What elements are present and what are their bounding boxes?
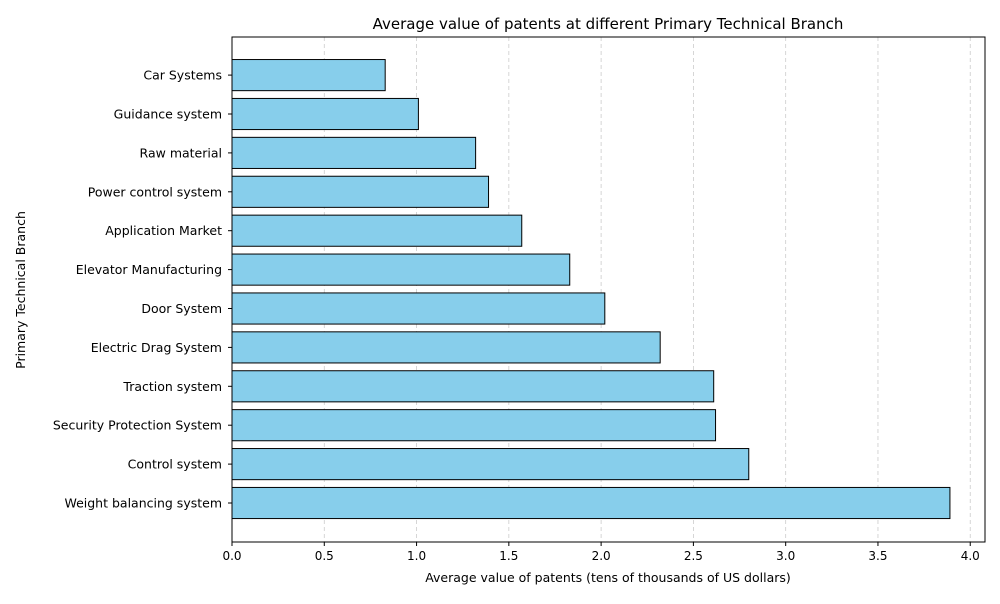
y-tick-label: Weight balancing system — [64, 496, 222, 511]
x-tick-label: 1.5 — [499, 549, 518, 563]
bar — [231, 136, 477, 169]
y-tick-label: Electric Drag System — [91, 340, 222, 355]
y-tick-label: Security Protection System — [53, 418, 222, 433]
x-tick-label: 3.0 — [776, 549, 795, 563]
bar — [231, 448, 750, 481]
x-tick-label: 1.0 — [407, 549, 426, 563]
x-tick-label: 2.0 — [592, 549, 611, 563]
y-tick-label: Power control system — [88, 184, 222, 199]
bar — [231, 253, 571, 286]
x-tick-label: 2.5 — [684, 549, 703, 563]
y-axis: Car Systems Guidance system Raw material Po… — [53, 68, 232, 511]
bar — [231, 331, 661, 364]
bar — [231, 409, 717, 442]
x-axis: 0.0 0.5 1.0 1.5 2.0 2.5 3.0 3.5 4.0 — [222, 542, 980, 563]
y-tick-label: Traction system — [122, 379, 222, 394]
x-tick-label: 3.5 — [868, 549, 887, 563]
y-tick-label: Elevator Manufacturing — [76, 262, 222, 277]
bar — [231, 292, 606, 325]
plot-frame — [231, 36, 986, 543]
chart-title: Average value of patents at different Pr… — [373, 15, 844, 33]
y-tick-label: Guidance system — [114, 107, 222, 122]
bar — [231, 59, 386, 92]
bar — [231, 97, 419, 131]
y-tick-label: Car Systems — [143, 68, 222, 83]
x-tick-label: 0.0 — [222, 549, 241, 563]
x-tick-label: 0.5 — [315, 549, 334, 563]
bar — [231, 370, 715, 403]
bar — [231, 175, 490, 208]
bars-layer — [231, 59, 951, 520]
y-tick-label: Application Market — [105, 223, 222, 238]
y-tick-label: Raw material — [140, 145, 222, 160]
bar — [231, 486, 951, 520]
x-axis-label: Average value of patents (tens of thousa… — [425, 570, 791, 585]
bar — [231, 214, 523, 247]
y-tick-label: Door System — [141, 301, 222, 316]
x-tick-label: 4.0 — [961, 549, 980, 563]
y-tick-label: Control system — [128, 457, 222, 472]
y-axis-label: Primary Technical Branch — [13, 211, 28, 369]
